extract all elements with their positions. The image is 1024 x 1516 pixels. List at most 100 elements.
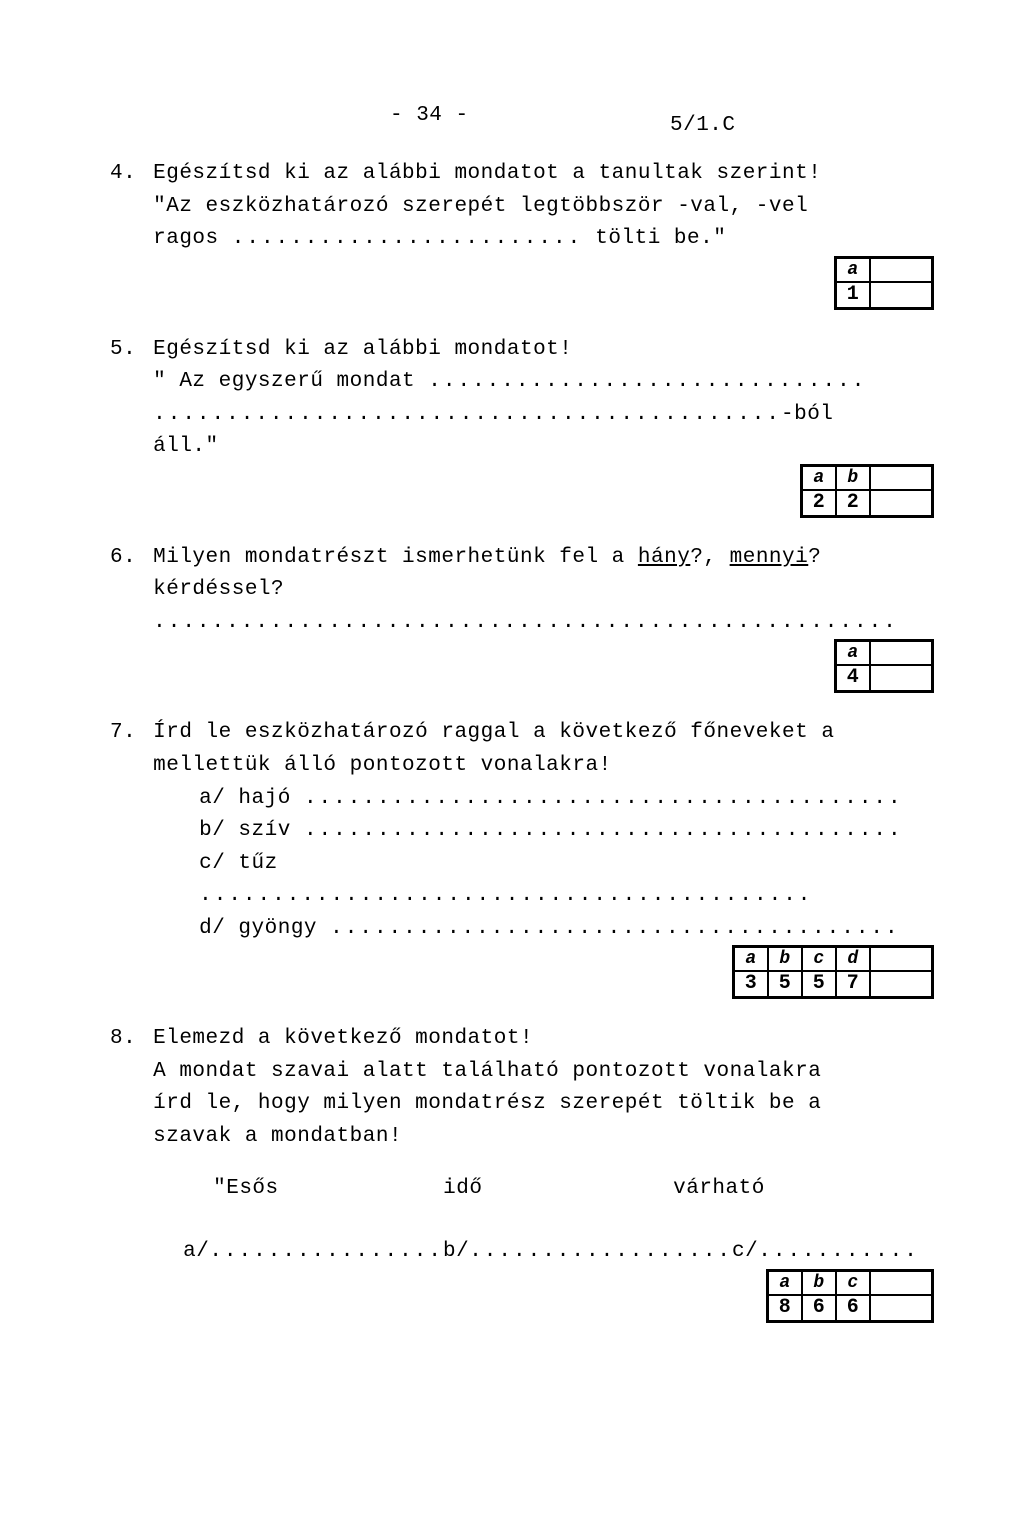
q4-score-wrap: a 1 <box>110 256 934 316</box>
q8-word-3: várható <box>673 1173 903 1206</box>
q6-u2: mennyi <box>730 546 809 569</box>
q4-line3-post: tölti be." <box>582 227 726 250</box>
q5-line1: Egészítsd ki az alábbi mondatot! <box>153 338 572 361</box>
score-blank-bot[interactable] <box>871 491 931 515</box>
q8-body: Elemezd a következő mondatot! A mondat s… <box>153 1023 903 1268</box>
q5-blank-1[interactable]: .............................. <box>428 370 866 393</box>
q4-scorebox: a 1 <box>834 256 934 310</box>
q8-ans-a-blank[interactable]: ................ <box>209 1236 443 1269</box>
score-blank-top <box>871 642 931 666</box>
q8-ans-b-pre: b/ <box>443 1236 469 1269</box>
score-blank-top <box>871 259 931 283</box>
q7-blank-b[interactable]: ........................................… <box>304 819 903 842</box>
worksheet-page: - 34 - 5/1.C 4. Egészítsd ki az alábbi m… <box>0 0 1024 1389</box>
score-label: a <box>735 948 767 972</box>
question-8: 8. Elemezd a következő mondatot! A monda… <box>110 1023 934 1268</box>
score-value: 6 <box>837 1296 869 1320</box>
q8-answers: a/ ................ b/ .................… <box>153 1236 903 1269</box>
q4-line3-pre: ragos <box>153 227 232 250</box>
q7-score-wrap: a3 b5 c5 d7 <box>110 945 934 1005</box>
q7-blank-c[interactable]: ........................................… <box>199 884 812 907</box>
score-label: a <box>837 259 869 283</box>
q7-line1: Írd le eszközhatározó raggal a következő… <box>153 721 834 744</box>
score-label: a <box>769 1272 801 1296</box>
score-label: c <box>803 948 835 972</box>
q6-score-wrap: a4 <box>110 639 934 699</box>
q4-line1: Egészítsd ki az alábbi mondatot a tanult… <box>153 162 821 185</box>
q8-word-2: idő <box>443 1173 673 1206</box>
q6-u1: hány <box>638 546 690 569</box>
score-label: b <box>769 948 801 972</box>
question-5: 5. Egészítsd ki az alábbi mondatot! " Az… <box>110 334 934 464</box>
score-value: 5 <box>803 972 835 996</box>
score-label: d <box>837 948 869 972</box>
score-label: b <box>837 467 869 491</box>
q8-ans-a-pre: a/ <box>183 1236 209 1269</box>
score-blank-top <box>871 467 931 491</box>
q6-number: 6. <box>110 542 140 575</box>
q7-body: Írd le eszközhatározó raggal a következő… <box>153 717 903 945</box>
page-header: - 34 - 5/1.C <box>110 100 934 140</box>
q7-item-c: c/ tűz <box>199 852 278 875</box>
score-value: 2 <box>803 491 835 515</box>
score-value: 3 <box>735 972 767 996</box>
q8-line1: Elemezd a következő mondatot! <box>153 1027 533 1050</box>
score-value: 4 <box>837 666 869 690</box>
question-6: 6. Milyen mondatrészt ismerhetünk fel a … <box>110 542 934 640</box>
q4-line2: "Az eszközhatározó szerepét legtöbbször … <box>153 195 808 218</box>
q5-line2-pre: " Az egyszerű mondat <box>153 370 428 393</box>
score-label: a <box>803 467 835 491</box>
q8-words: "Esős idő várható <box>153 1173 903 1206</box>
page-number: - 34 - <box>390 100 469 133</box>
q6-mid: ?, <box>690 546 729 569</box>
score-value: 7 <box>837 972 869 996</box>
question-7: 7. Írd le eszközhatározó raggal a követk… <box>110 717 934 945</box>
score-label: b <box>803 1272 835 1296</box>
q7-scorebox: a3 b5 c5 d7 <box>732 945 934 999</box>
q6-post: ? <box>808 546 821 569</box>
q7-item-a: a/ hajó <box>199 787 304 810</box>
q8-ans-c-blank[interactable]: ........... <box>758 1236 919 1269</box>
q8-ans-c-pre: c/ <box>732 1236 758 1269</box>
sheet-code: 5/1.C <box>670 110 736 143</box>
q7-items: a/ hajó ................................… <box>153 783 903 946</box>
q7-number: 7. <box>110 717 140 750</box>
q4-number: 4. <box>110 158 140 191</box>
score-blank-bot[interactable] <box>871 972 931 996</box>
question-4: 4. Egészítsd ki az alábbi mondatot a tan… <box>110 158 934 256</box>
score-value: 6 <box>803 1296 835 1320</box>
q8-ans-b-blank[interactable]: .................. <box>469 1236 732 1269</box>
q7-item-b: b/ szív <box>199 819 304 842</box>
score-blank-bot[interactable] <box>871 666 931 690</box>
q4-blank[interactable]: ........................ <box>232 227 582 250</box>
q8-line2: A mondat szavai alatt található pontozot… <box>153 1060 821 1083</box>
q6-line2: kérdéssel? <box>153 578 284 601</box>
q5-number: 5. <box>110 334 140 367</box>
q5-score-wrap: a2 b2 <box>110 464 934 524</box>
score-blank-bot[interactable] <box>871 1296 931 1320</box>
score-blank-top <box>871 948 931 972</box>
q7-blank-a[interactable]: ........................................… <box>304 787 903 810</box>
score-value: 1 <box>837 283 869 307</box>
q6-scorebox: a4 <box>834 639 934 693</box>
q8-line4: szavak a mondatban! <box>153 1125 402 1148</box>
score-value: 2 <box>837 491 869 515</box>
q8-line3: írd le, hogy milyen mondatrész szerepét … <box>153 1092 821 1115</box>
q7-line2: mellettük álló pontozott vonalakra! <box>153 754 612 777</box>
q6-pre: Milyen mondatrészt ismerhetünk fel a <box>153 546 638 569</box>
score-value: 5 <box>769 972 801 996</box>
q8-score-wrap: a8 b6 c6 <box>110 1269 934 1329</box>
q5-scorebox: a2 b2 <box>800 464 934 518</box>
score-blank-top <box>871 1272 931 1296</box>
q7-item-d: d/ gyöngy <box>199 917 330 940</box>
q7-blank-d[interactable]: ....................................... <box>330 917 899 940</box>
q5-blank-2[interactable]: ........................................… <box>153 403 781 426</box>
q4-body: Egészítsd ki az alábbi mondatot a tanult… <box>153 158 903 256</box>
q6-body: Milyen mondatrészt ismerhetünk fel a hán… <box>153 542 903 640</box>
q8-word-1: "Esős <box>213 1173 443 1206</box>
q8-scorebox: a8 b6 c6 <box>766 1269 934 1323</box>
q8-number: 8. <box>110 1023 140 1056</box>
q5-body: Egészítsd ki az alábbi mondatot! " Az eg… <box>153 334 903 464</box>
q6-blank[interactable]: ........................................… <box>153 611 898 634</box>
score-blank-bot[interactable] <box>871 283 931 307</box>
